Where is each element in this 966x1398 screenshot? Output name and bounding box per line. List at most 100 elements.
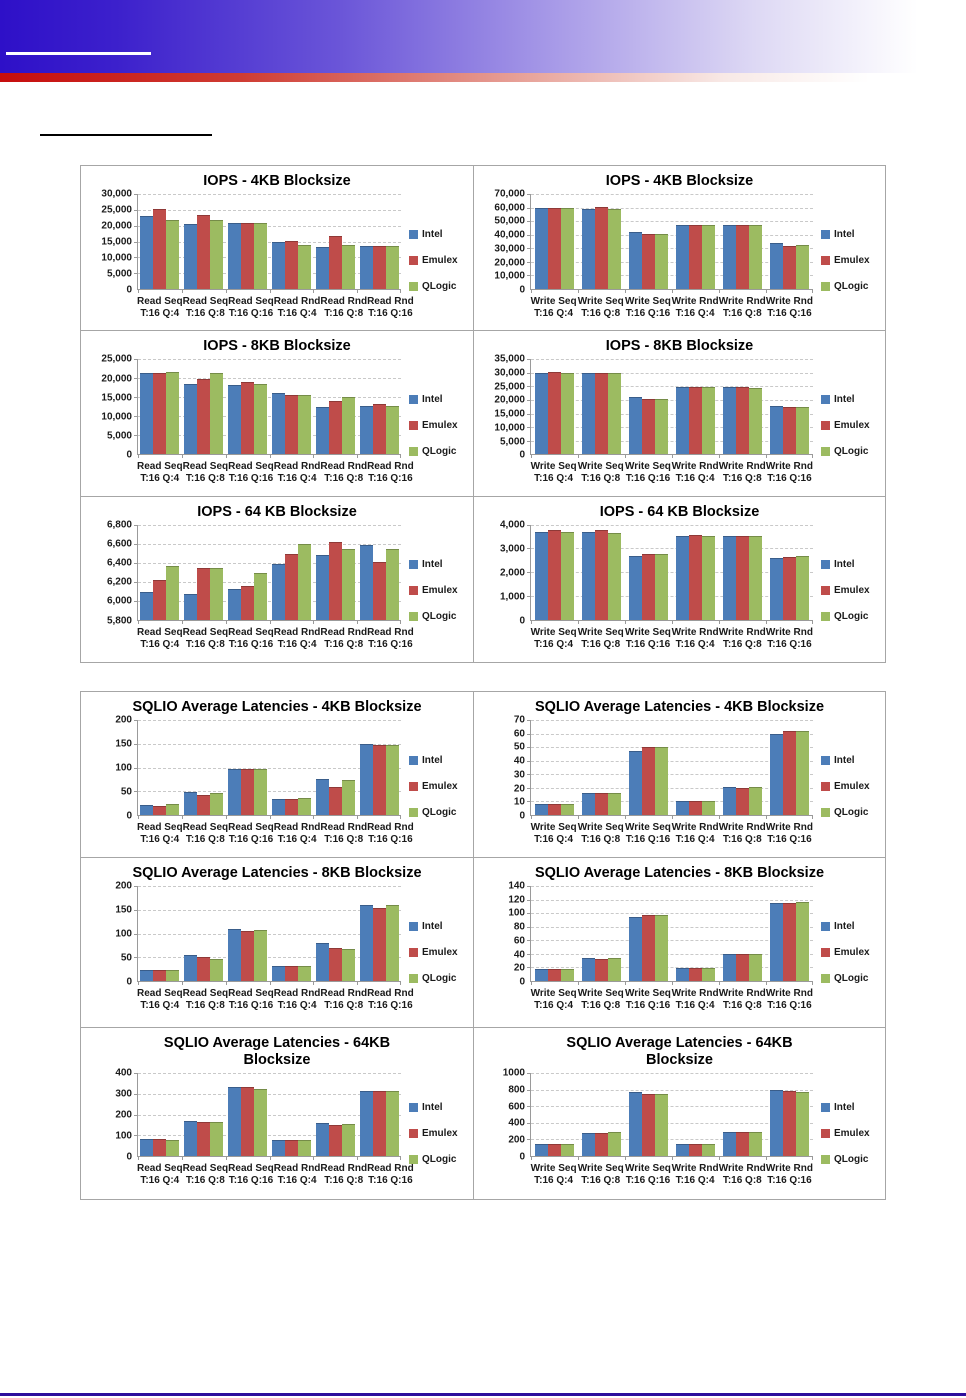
legend-item-emulex: Emulex — [821, 947, 879, 958]
x-axis-labels: Write Seq T:16 Q:4 Write Seq T:16 Q:8 Write … — [530, 461, 813, 485]
bar-group — [138, 1073, 182, 1156]
y-axis-tick — [134, 791, 138, 793]
category-config: T:16 Q:8 — [722, 473, 762, 485]
qlogic-color-swatch — [409, 807, 418, 817]
bar-qlogic — [166, 969, 180, 981]
bar-group — [625, 525, 672, 620]
bar-qlogic — [210, 1122, 224, 1156]
bar-emulex — [241, 1086, 255, 1156]
gridline — [531, 372, 813, 374]
bar-group — [357, 886, 401, 981]
x-axis-category-label: Read Seq T:16 Q:4 — [137, 822, 183, 846]
qlogic-color-swatch — [821, 281, 830, 291]
category-config: T:16 Q:16 — [368, 1000, 413, 1011]
bar-group — [578, 1073, 625, 1156]
y-axis-tick-label: 0 — [519, 284, 525, 296]
bar-groups — [138, 720, 401, 815]
legend-label: QLogic — [834, 445, 869, 457]
category-config: T:16 Q:16 — [767, 834, 812, 845]
x-axis-category-label: Read Rnd T:16 Q:4 — [274, 296, 321, 320]
chart-legend: Intel Emulex QLogic — [401, 720, 467, 852]
bar-intel — [582, 1132, 595, 1156]
y-axis-tick — [134, 209, 138, 211]
header-red-strip — [0, 73, 966, 82]
chart-body: 0 50 100 150 200 Read Seq T:16 Q:4 Read Seq T:16… — [87, 715, 467, 852]
legend-item-qlogic: QLogic — [821, 1154, 879, 1165]
bar-qlogic — [608, 957, 621, 981]
category-name: Read Seq — [182, 461, 229, 473]
category-name: Read Seq — [137, 988, 183, 999]
bar-emulex — [328, 541, 342, 620]
bar-group — [138, 886, 182, 981]
plot-area — [527, 720, 813, 819]
bar-intel — [629, 916, 642, 981]
bar-intel — [723, 535, 736, 620]
bar-qlogic — [385, 905, 399, 981]
category-config: T:16 Q:4 — [140, 834, 180, 845]
chart-legend: Intel Emulex QLogic — [813, 720, 879, 852]
x-axis-category-label: Write Rnd T:16 Q:4 — [672, 627, 719, 651]
chart-title: IOPS - 8KB Blocksize — [203, 338, 351, 355]
y-axis-tick — [527, 261, 531, 263]
y-axis-tick-label: 100 — [115, 762, 132, 774]
y-axis-tick-label: 30,000 — [494, 243, 525, 255]
chart-body: 0 20 40 60 80 100 120 140 Write Seq T:16 Q:4 Write… — [480, 881, 879, 1018]
gridline — [531, 427, 813, 429]
intel-color-swatch — [821, 755, 830, 765]
gridline — [531, 194, 813, 195]
category-config: T:16 Q:16 — [228, 473, 274, 485]
bar-emulex — [548, 530, 561, 620]
bar-qlogic — [297, 1140, 311, 1156]
y-axis-tick — [527, 207, 531, 209]
gridline — [531, 440, 813, 442]
bar-intel — [770, 558, 783, 620]
x-axis-labels: Read Seq T:16 Q:4 Read Seq T:16 Q:8 Read Seq… — [137, 461, 414, 485]
legend-item-emulex: Emulex — [821, 781, 879, 792]
legend-item-qlogic: QLogic — [821, 973, 879, 984]
bar-qlogic — [655, 234, 668, 289]
x-axis-tick — [269, 815, 271, 819]
bar-qlogic — [297, 798, 311, 815]
x-axis-category-label: Read Rnd T:16 Q:4 — [274, 988, 321, 1012]
y-axis-tick-label: 10,000 — [494, 270, 525, 282]
y-axis-tick — [134, 1073, 138, 1074]
category-name: Write Seq — [624, 822, 671, 833]
legend-label: Emulex — [834, 419, 870, 431]
bar-intel — [228, 384, 242, 455]
bar-qlogic — [341, 549, 355, 620]
category-config: T:16 Q:16 — [368, 638, 413, 650]
x-axis-category-label: Write Seq T:16 Q:16 — [624, 627, 671, 651]
x-axis-category-label: Read Rnd T:16 Q:8 — [320, 461, 367, 485]
y-axis-tick-label: 30 — [513, 769, 525, 781]
legend-label: Intel — [834, 393, 855, 405]
chart-body: 0 1,000 2,000 3,000 4,000 Write Seq T:16 Q:4 Wr… — [480, 519, 879, 657]
bar-groups — [531, 525, 813, 620]
bar-qlogic — [702, 535, 715, 620]
category-name: Read Seq — [182, 822, 229, 833]
bar-group — [672, 525, 719, 620]
gridline — [531, 221, 813, 223]
bar-group — [138, 525, 182, 620]
bar-groups — [138, 194, 401, 289]
category-name: Read Rnd — [367, 1163, 414, 1174]
y-axis-tick-label: 2,000 — [499, 567, 525, 579]
bar-group — [672, 886, 719, 981]
bar-qlogic — [702, 801, 715, 815]
chart-title: SQLIO Average Latencies - 64KB Blocksize — [566, 1035, 793, 1068]
x-axis-tick — [313, 619, 315, 624]
x-axis-labels: Read Seq T:16 Q:4 Read Seq T:16 Q:8 Read Seq… — [137, 627, 414, 651]
latency-charts-box: SQLIO Average Latencies - 4KB Blocksize 0… — [80, 691, 886, 1200]
gridline — [531, 913, 813, 915]
x-axis-category-label: Write Seq T:16 Q:4 — [530, 296, 577, 320]
x-axis-tick — [577, 454, 579, 459]
bar-group — [531, 525, 578, 620]
bar-emulex — [595, 207, 608, 289]
y-axis-tick-label: 20,000 — [494, 394, 525, 406]
category-name: Read Rnd — [273, 822, 321, 833]
gridline — [138, 1114, 401, 1116]
bar-emulex — [328, 1124, 342, 1156]
bar-emulex — [372, 404, 386, 455]
y-axis-tick-label: 100 — [115, 1130, 132, 1142]
bar-qlogic — [254, 1088, 268, 1156]
category-name: Write Rnd — [765, 822, 813, 833]
